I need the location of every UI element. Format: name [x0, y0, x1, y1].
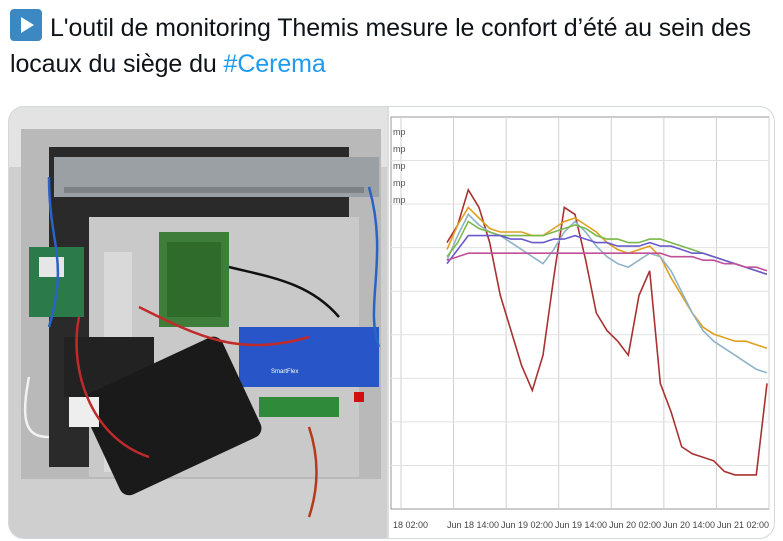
status-led	[354, 392, 364, 402]
legend-entry: mp	[393, 178, 406, 188]
x-tick-label: Jun 19 14:00	[555, 520, 607, 530]
tweet-media[interactable]: SmartFlex mp mp mp mp mp 18 02:00 Jun 18 14:00…	[8, 106, 775, 539]
play-button-icon	[10, 9, 42, 41]
x-tick-label: 18 02:00	[393, 520, 428, 530]
x-tick-label: Jun 18 14:00	[447, 520, 499, 530]
x-tick-label: Jun 21 02:00	[717, 520, 769, 530]
tweet-text: L'outil de monitoring Themis mesure le c…	[10, 9, 775, 82]
legend-entry: mp	[393, 195, 406, 205]
x-tick-label: Jun 20 02:00	[609, 520, 661, 530]
x-tick-label: Jun 20 14:00	[663, 520, 715, 530]
legend-entry: mp	[393, 161, 406, 171]
temperature-chart[interactable]: mp mp mp mp mp 18 02:00 Jun 18 14:00 Jun 19 02:…	[389, 107, 774, 538]
tweet-body: L'outil de monitoring Themis mesure le c…	[10, 14, 752, 78]
smartflex-controller	[239, 327, 379, 387]
battery-pack	[81, 336, 262, 496]
legend-entry: mp	[393, 127, 406, 137]
series-line	[446, 187, 768, 476]
hashtag-link[interactable]: #Cerema	[223, 50, 326, 78]
x-tick-label: Jun 19 02:00	[501, 520, 553, 530]
series-line	[446, 234, 768, 276]
device-label: SmartFlex	[271, 369, 298, 375]
monitoring-device-photo[interactable]: SmartFlex	[9, 107, 387, 538]
terminal-block	[259, 397, 339, 417]
plot-area	[390, 116, 770, 510]
legend-entry: mp	[393, 144, 406, 154]
series-line	[446, 252, 768, 272]
temperature-chart-panel[interactable]: mp mp mp mp mp 18 02:00 Jun 18 14:00 Jun 19 02:…	[389, 107, 774, 538]
